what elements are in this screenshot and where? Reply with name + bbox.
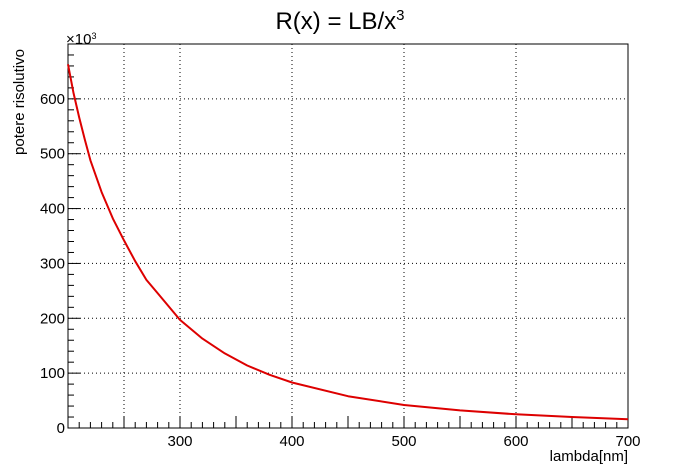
x-tick-label: 500 (391, 433, 416, 450)
tick-labels: 300 400 500 600 700 0 100 200 300 400 500 600 (40, 91, 641, 450)
x-tick-label: 700 (615, 433, 640, 450)
series-layer (67, 64, 629, 421)
chart-title: R(x) = LB/x3 (275, 7, 404, 35)
grid (68, 44, 628, 428)
y-tick-label: 400 (40, 201, 65, 218)
y-axis-exponent: ×103 (66, 31, 96, 48)
x-axis-title: lambda[nm] (550, 448, 628, 465)
y-axis-title: potere risolutivo (11, 49, 28, 155)
y-tick-label: 600 (40, 91, 65, 108)
y-tick-label: 100 (40, 365, 65, 382)
x-tick-label: 300 (167, 433, 192, 450)
data-series-line (67, 64, 629, 421)
y-tick-label: 0 (57, 420, 65, 437)
y-tick-label: 300 (40, 255, 65, 272)
x-tick-label: 400 (279, 433, 304, 450)
y-tick-label: 500 (40, 146, 65, 163)
y-tick-label: 200 (40, 310, 65, 327)
x-tick-label: 600 (503, 433, 528, 450)
axis-ticks (68, 54, 618, 429)
